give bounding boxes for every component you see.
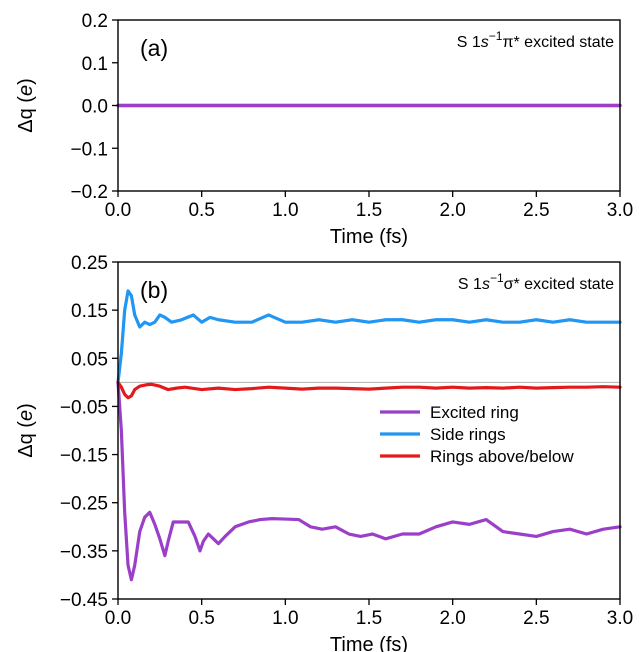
y-tick-label: 0.1 — [82, 54, 108, 75]
y-tick-label: 0.15 — [71, 301, 108, 322]
y-tick-label: −0.35 — [60, 542, 108, 563]
x-tick-label: 0.0 — [105, 608, 131, 629]
panel-a: 0.0 0.5 1.0 1.5 2.0 2.5 3.0 0.2 0.1 0.0 −0.1 −0.2 Ti… — [15, 11, 633, 248]
y-tick-label: −0.2 — [70, 182, 108, 203]
x-tick-label: 3.0 — [607, 608, 633, 629]
x-tick-label: 1.5 — [356, 608, 382, 629]
y-axis-label: Δq (e) — [15, 78, 37, 133]
y-tick-label: 0.25 — [71, 253, 108, 274]
y-tick-label: −0.05 — [60, 397, 108, 418]
series-line-excited-ring — [116, 380, 622, 582]
x-tick-label: 1.5 — [356, 200, 382, 221]
x-tick-label: 1.0 — [272, 608, 298, 629]
x-tick-label: 0.5 — [188, 200, 214, 221]
y-axis-label: Δq (e) — [15, 403, 37, 458]
y-tick-label: 0.0 — [82, 97, 108, 118]
x-tick-label: 2.0 — [439, 200, 465, 221]
panel-b: 0.0 0.5 1.0 1.5 2.0 2.5 3.0 0.25 0.15 0.05 −0.05 −0… — [15, 253, 633, 652]
x-tick-label: 2.5 — [523, 200, 549, 221]
legend-entry: Excited ring — [430, 403, 519, 422]
state-label: S 1s−1π* excited state — [457, 29, 614, 51]
state-label: S 1s−1σ* excited state — [458, 271, 614, 293]
y-tick-label: −0.25 — [60, 494, 108, 515]
y-tick-label: 0.2 — [82, 11, 108, 32]
y-tick-label: 0.05 — [71, 349, 108, 370]
plot-frame — [117, 261, 621, 600]
legend-entry: Side rings — [430, 425, 506, 444]
y-tick-label: −0.1 — [70, 139, 108, 160]
x-axis-label: Time (fs) — [330, 634, 408, 652]
y-tick-label: −0.15 — [60, 446, 108, 467]
x-tick-label: 0.0 — [105, 200, 131, 221]
x-tick-label: 2.5 — [523, 608, 549, 629]
x-tick-label: 3.0 — [607, 200, 633, 221]
x-axis-label: Time (fs) — [330, 226, 408, 248]
x-tick-label: 1.0 — [272, 200, 298, 221]
legend-entry: Rings above/below — [430, 447, 574, 466]
panel-label: (a) — [140, 35, 168, 61]
x-tick-label: 0.5 — [188, 608, 214, 629]
series-line-rings-above-below — [116, 380, 622, 400]
y-tick-label: −0.45 — [60, 590, 108, 611]
panel-label: (b) — [140, 277, 168, 303]
x-tick-label: 2.0 — [439, 608, 465, 629]
series-line-side-rings — [116, 289, 622, 384]
